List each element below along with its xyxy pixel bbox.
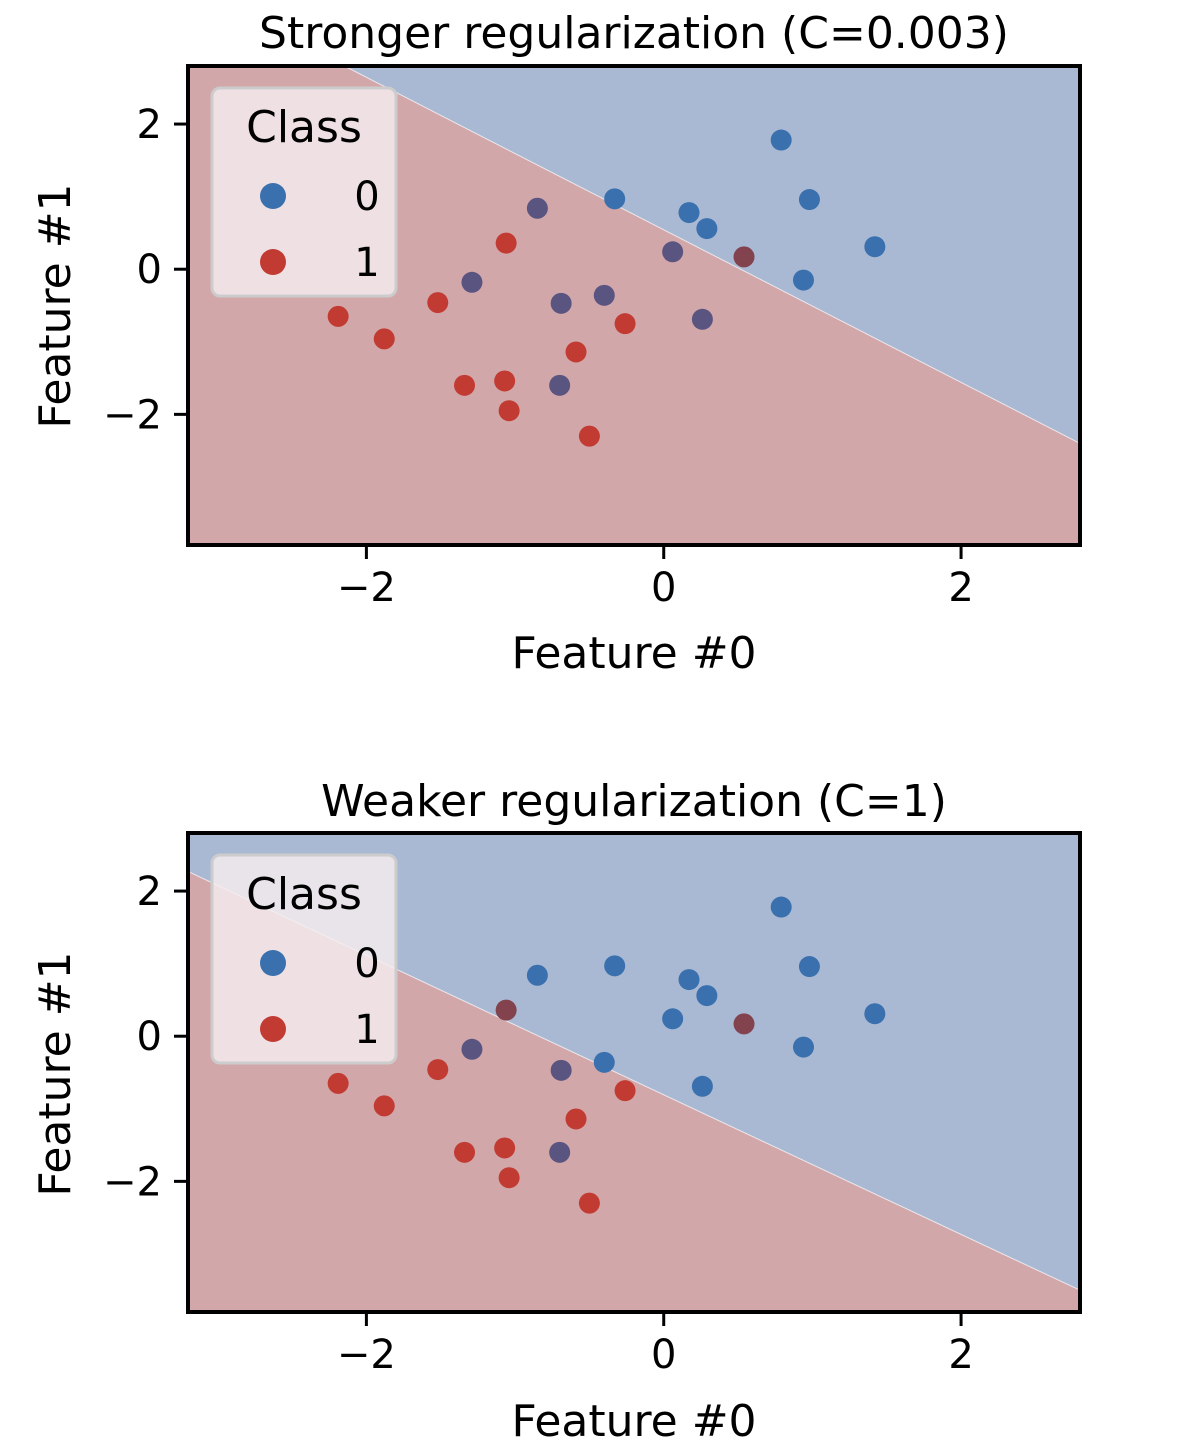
legend-label: 0 — [354, 174, 379, 220]
y-tick-label: −2 — [103, 1159, 162, 1205]
scatter-point — [662, 1008, 684, 1030]
scatter-point — [461, 271, 483, 293]
chart-panel-stronger: Stronger regularization (C=0.003) −2 0 2−2… — [30, 8, 1082, 679]
decision-boundary — [344, 66, 1080, 444]
scatter-point — [427, 292, 449, 314]
scatter-point — [427, 1059, 449, 1081]
plot-frame — [186, 64, 1082, 547]
plot-area: −2 0 2 −2 0 2 Class 0 1 — [103, 831, 1082, 1378]
scatter-point — [498, 1167, 520, 1189]
legend-marker — [260, 1016, 286, 1042]
y-axis-label: Feature #1 — [30, 951, 81, 1196]
scatter-point — [454, 1141, 476, 1163]
legend-title: Class — [246, 869, 362, 920]
legend-title: Class — [246, 102, 362, 153]
scatter-point — [614, 313, 636, 335]
scatter-point — [604, 955, 626, 977]
scatter-point — [494, 370, 516, 392]
x-axis-label: Feature #0 — [511, 1396, 756, 1447]
legend: Class 0 1 — [210, 853, 398, 1065]
scatter-point — [798, 189, 820, 211]
x-tick-label: −2 — [337, 565, 396, 611]
x-axis-label: Feature #0 — [511, 628, 756, 679]
scatter-point — [733, 1013, 755, 1035]
x-tick-label: 2 — [948, 1332, 973, 1378]
scatter-point — [864, 1003, 886, 1025]
scatter-point — [792, 1036, 814, 1058]
scatter-point — [454, 374, 476, 396]
legend-box — [210, 853, 398, 1065]
chart-title: Stronger regularization (C=0.003) — [259, 8, 1009, 59]
plot-frame — [186, 831, 1082, 1314]
class0-region — [188, 833, 1080, 1291]
y-tick-label: 0 — [137, 247, 162, 293]
scatter-point — [691, 308, 713, 330]
scatter-point — [494, 1137, 516, 1159]
legend-marker — [260, 249, 286, 275]
chart-panel-weaker: Weaker regularization (C=1) −2 0 2 −2 0 2 Clas… — [30, 776, 1082, 1447]
scatter-point — [696, 218, 718, 240]
scatter-point — [604, 188, 626, 210]
scatter-point — [327, 305, 349, 327]
scatter-point — [770, 896, 792, 918]
scatter-point — [549, 374, 571, 396]
scatter-point — [696, 985, 718, 1007]
scatter-point — [373, 328, 395, 350]
legend-marker — [260, 183, 286, 209]
legend-label: 1 — [354, 1007, 379, 1053]
scatter-point — [373, 1095, 395, 1117]
x-tick-label: 0 — [651, 565, 676, 611]
scatter-point — [549, 1141, 571, 1163]
scatter-point — [578, 425, 600, 447]
y-tick-label: 2 — [137, 869, 162, 915]
scatter-point — [565, 1108, 587, 1130]
legend-label: 1 — [354, 240, 379, 286]
y-axis-label: Feature #1 — [30, 183, 81, 428]
scatter-point — [770, 129, 792, 151]
scatter-point — [498, 400, 520, 422]
legend-label: 0 — [354, 941, 379, 987]
y-tick-label: 0 — [137, 1014, 162, 1060]
scatter-point — [678, 969, 700, 991]
scatter-point — [662, 241, 684, 263]
scatter-point — [593, 1051, 615, 1073]
scatter-point — [691, 1075, 713, 1097]
scatter-point — [327, 1072, 349, 1094]
data-points — [327, 896, 886, 1214]
scatter-point — [614, 1080, 636, 1102]
scatter-point — [798, 956, 820, 978]
scatter-point — [495, 999, 517, 1021]
data-points — [327, 129, 886, 447]
scatter-point — [550, 1059, 572, 1081]
x-tick-label: 2 — [948, 565, 973, 611]
scatter-point — [565, 341, 587, 363]
scatter-point — [593, 284, 615, 306]
plot-area: −2 0 2 −2 0 2 Class 0 1 — [103, 64, 1082, 611]
scatter-point — [550, 292, 572, 314]
y-tick-label: −2 — [103, 392, 162, 438]
legend: Class 0 1 — [210, 86, 398, 298]
scatter-point — [792, 269, 814, 291]
scatter-point — [578, 1192, 600, 1214]
scatter-point — [864, 236, 886, 258]
legend-marker — [260, 950, 286, 976]
scatter-point — [733, 246, 755, 268]
y-tick-label: 2 — [137, 102, 162, 148]
scatter-point — [678, 202, 700, 224]
scatter-point — [461, 1038, 483, 1060]
x-tick-label: −2 — [337, 1332, 396, 1378]
scatter-point — [495, 232, 517, 254]
legend-box — [210, 86, 398, 298]
x-tick-label: 0 — [651, 1332, 676, 1378]
chart-title: Weaker regularization (C=1) — [321, 776, 947, 827]
decision-regions — [188, 66, 1080, 545]
scatter-point — [526, 197, 548, 219]
scatter-point — [526, 964, 548, 986]
